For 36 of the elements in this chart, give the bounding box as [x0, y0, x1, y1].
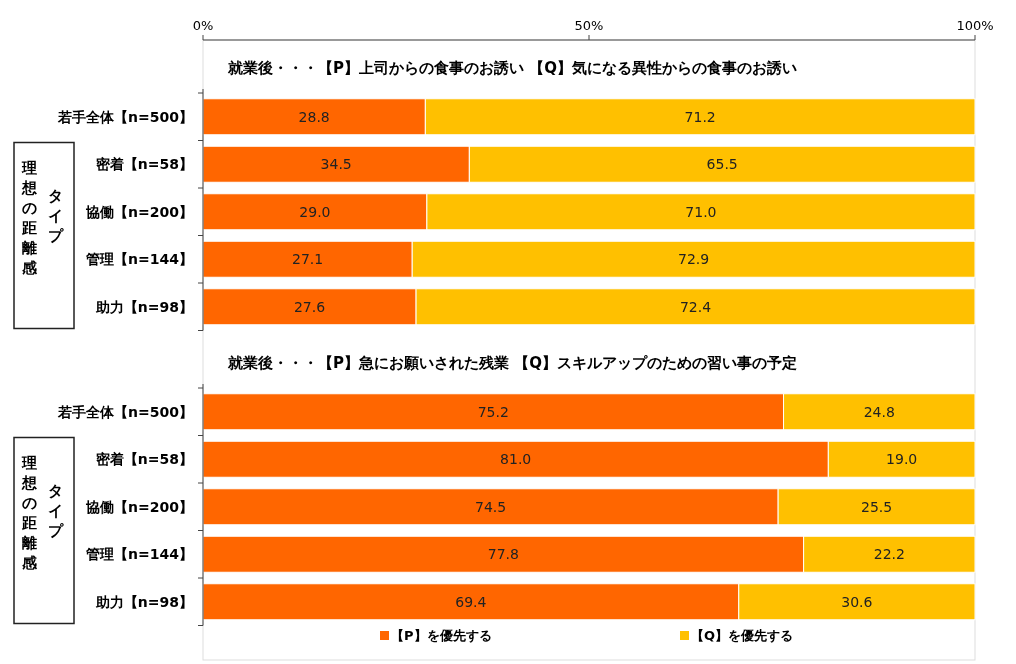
data-label: 34.5 — [320, 156, 352, 173]
data-label: 74.5 — [474, 498, 507, 515]
data-label: 30.6 — [841, 593, 873, 610]
y-tick-label: 管理【n=144】 — [85, 251, 193, 268]
y-tick-label: 助力【n=98】 — [94, 298, 193, 315]
text: タイプ — [48, 481, 64, 540]
data-label: 72.4 — [679, 298, 712, 315]
x-tick-label: 50% — [574, 18, 604, 33]
data-label: 22.2 — [873, 546, 905, 563]
data-label: 77.8 — [487, 546, 519, 563]
data-label: 25.5 — [860, 498, 893, 515]
data-label: 27.1 — [292, 251, 324, 268]
y-tick-label: 協働【n=200】 — [85, 203, 193, 220]
data-label: 71.0 — [685, 203, 717, 220]
y-tick-label: 若手全体【n=500】 — [57, 108, 193, 125]
legend-label: 【Q】を優先する — [691, 628, 794, 643]
chart-title: 就業後・・・【P】上司からの食事のお誘い 【Q】気になる異性からの食事のお誘い — [227, 59, 797, 77]
data-label: 24.8 — [863, 403, 895, 420]
text: 理想の距離感 — [21, 453, 38, 572]
data-label: 29.0 — [299, 203, 331, 220]
text: タイプ — [48, 186, 64, 245]
series-label: 【P】を優先する — [391, 628, 492, 643]
data-label: 75.2 — [477, 403, 509, 420]
chart-title: 就業後・・・【P】急にお願いされた残業 【Q】スキルアップのための習い事の予定 — [227, 354, 797, 372]
data-label: 19.0 — [886, 451, 918, 468]
data-label: 72.9 — [678, 251, 710, 268]
x-tick-label: 0% — [192, 18, 214, 33]
data-label: 65.5 — [706, 156, 738, 173]
data-label: 28.8 — [298, 108, 330, 125]
data-label: 81.0 — [500, 451, 532, 468]
data-label: 27.6 — [293, 298, 326, 315]
x-tick-label: 100% — [956, 18, 994, 33]
text: 理想の距離感 — [21, 158, 38, 277]
y-tick-label: 密着【n=58】 — [95, 156, 193, 173]
data-label: 71.2 — [684, 108, 716, 125]
data-label: 69.4 — [455, 593, 487, 610]
